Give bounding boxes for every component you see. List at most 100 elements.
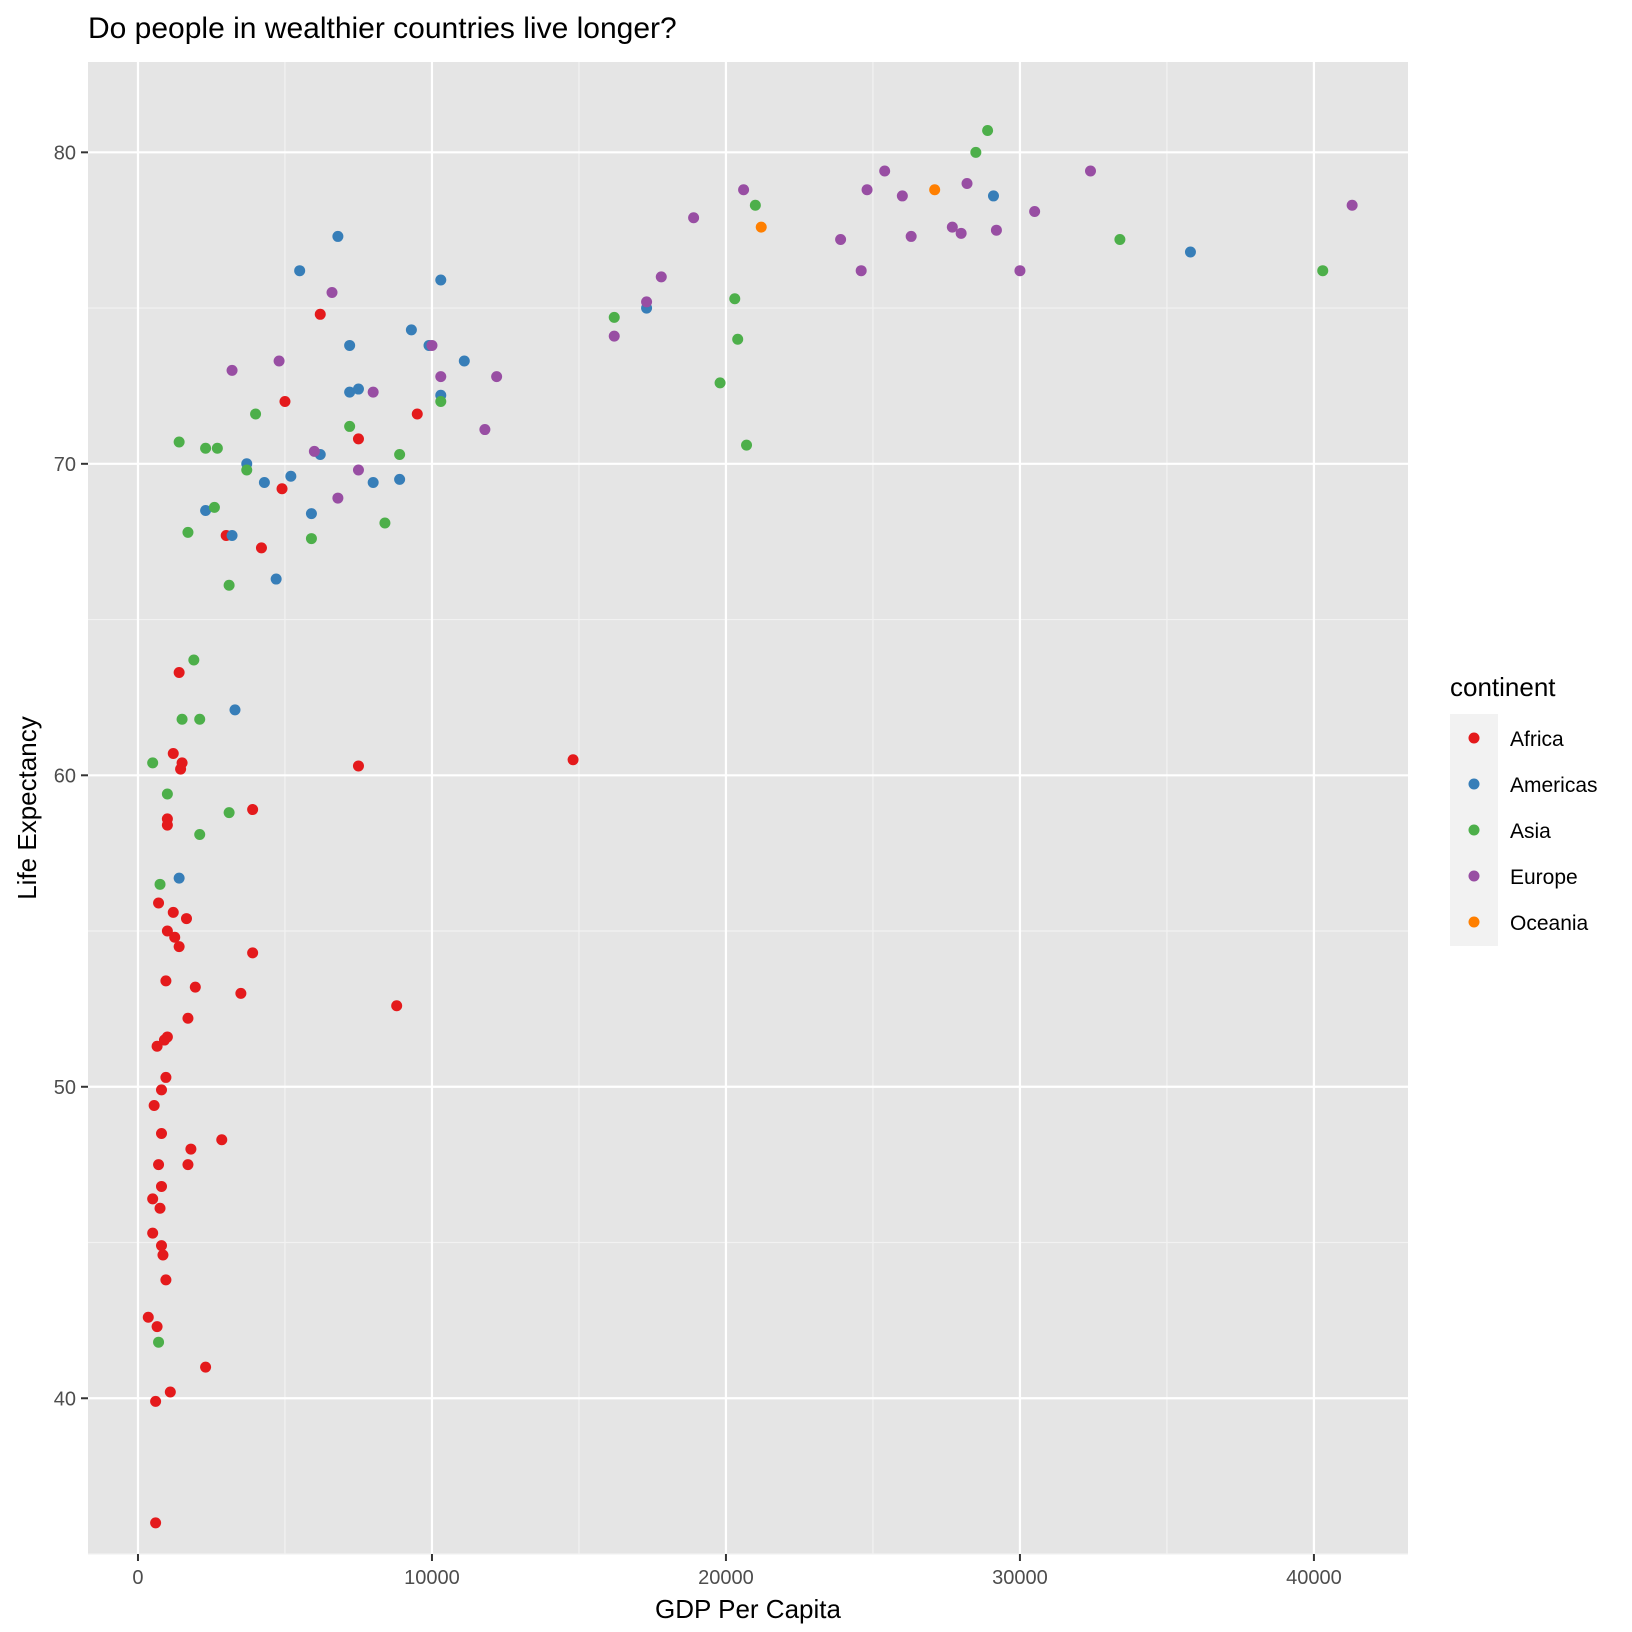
point-asia [154, 878, 166, 890]
point-africa [155, 1084, 167, 1096]
point-americas [1184, 246, 1196, 258]
x-tick-label: 10000 [404, 1567, 460, 1589]
legend-label-asia: Asia [1510, 820, 1551, 843]
point-asia [741, 439, 753, 451]
point-europe [655, 271, 667, 283]
point-asia [394, 448, 406, 460]
point-asia [344, 420, 356, 432]
point-asia [176, 713, 188, 725]
legend-label-africa: Africa [1510, 728, 1564, 751]
point-europe [367, 386, 379, 398]
point-asia [194, 713, 206, 725]
legend-key-europe [1468, 870, 1480, 882]
y-tick-label: 80 [54, 142, 76, 164]
point-americas [987, 190, 999, 202]
x-tick-label: 0 [132, 1567, 143, 1589]
point-africa [157, 1249, 169, 1261]
point-asia [305, 533, 317, 545]
point-europe [308, 445, 320, 457]
point-africa [247, 804, 259, 816]
point-europe [1014, 265, 1026, 277]
y-tick-label: 40 [54, 1388, 76, 1410]
point-oceania [929, 184, 941, 196]
x-axis-title: GDP Per Capita [655, 1594, 841, 1624]
point-europe [946, 221, 958, 233]
point-europe [990, 224, 1002, 236]
y-tick-label: 60 [54, 765, 76, 787]
point-americas [405, 324, 417, 336]
point-asia [153, 1336, 165, 1348]
plot-panel [88, 62, 1408, 1554]
point-americas [258, 477, 270, 489]
point-africa [182, 1012, 194, 1024]
point-asia [223, 807, 235, 819]
point-asia [714, 377, 726, 389]
point-europe [738, 184, 750, 196]
point-americas [458, 355, 470, 367]
y-tick-label: 70 [54, 454, 76, 476]
point-africa [391, 1000, 403, 1012]
point-africa [155, 1127, 167, 1139]
point-asia [608, 311, 620, 323]
point-africa [147, 1193, 159, 1205]
point-africa [147, 1227, 159, 1239]
legend-label-oceania: Oceania [1510, 912, 1589, 935]
point-asia [147, 757, 159, 769]
point-africa [158, 1034, 170, 1046]
point-asia [970, 146, 982, 158]
point-asia [173, 436, 185, 448]
point-africa [167, 747, 179, 759]
point-africa [155, 1180, 167, 1192]
point-americas [305, 508, 317, 520]
point-europe [855, 265, 867, 277]
point-asia [200, 442, 212, 454]
point-europe [861, 184, 873, 196]
y-tick-label: 50 [54, 1077, 76, 1099]
point-europe [955, 227, 967, 239]
point-europe [479, 424, 491, 436]
minor-gridlines [88, 62, 1408, 1555]
point-asia [250, 408, 262, 420]
point-africa [160, 1274, 172, 1286]
point-africa [255, 542, 267, 554]
point-asia [182, 526, 194, 538]
point-africa [175, 763, 187, 775]
point-europe [352, 464, 364, 476]
point-americas [394, 473, 406, 485]
point-europe [1029, 206, 1041, 218]
point-asia [211, 442, 223, 454]
point-europe [332, 492, 344, 504]
point-americas [294, 265, 306, 277]
point-europe [226, 364, 238, 376]
point-africa [155, 1240, 167, 1252]
point-europe [1084, 165, 1096, 177]
point-europe [326, 286, 338, 298]
point-africa [153, 897, 165, 909]
legend-title: continent [1450, 672, 1556, 702]
point-africa [314, 308, 326, 320]
point-africa [216, 1134, 228, 1146]
point-africa [276, 483, 288, 495]
point-asia [241, 464, 253, 476]
point-asia [1317, 265, 1329, 277]
point-asia [1114, 234, 1126, 246]
point-europe [905, 230, 917, 242]
x-tick-label: 30000 [992, 1567, 1048, 1589]
point-africa [153, 1159, 165, 1171]
legend-key-asia [1468, 824, 1480, 836]
point-americas [435, 274, 447, 286]
legend-key-africa [1468, 732, 1480, 744]
point-africa [235, 987, 247, 999]
point-africa [180, 913, 192, 925]
point-africa [160, 1071, 172, 1083]
major-gridlines [88, 62, 1408, 1554]
point-africa [150, 1395, 162, 1407]
point-europe [835, 234, 847, 246]
point-europe [688, 212, 700, 224]
point-africa [352, 433, 364, 445]
point-asia [729, 293, 741, 305]
point-europe [879, 165, 891, 177]
point-africa [161, 925, 173, 937]
point-europe [1346, 199, 1358, 211]
point-americas [229, 704, 241, 716]
